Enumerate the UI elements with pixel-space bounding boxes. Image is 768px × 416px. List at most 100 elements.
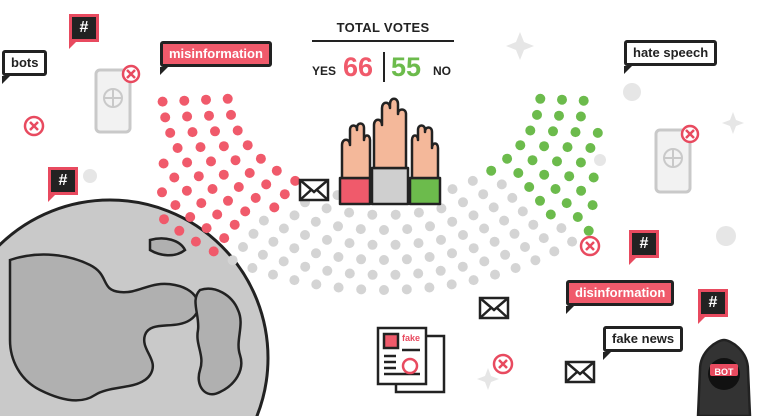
seat-dot — [212, 209, 223, 220]
seat-dot — [515, 140, 526, 151]
seat-dot — [413, 207, 424, 218]
seat-dot — [517, 206, 528, 217]
seat-dot — [271, 165, 282, 176]
seat-dot — [532, 109, 542, 120]
seat-dot — [478, 189, 489, 200]
seat-dot — [157, 187, 167, 198]
seat-dot — [206, 156, 216, 167]
seat-dot — [367, 239, 378, 250]
seat-dot — [488, 202, 499, 213]
seat-dot — [310, 216, 321, 227]
seat-dot — [257, 249, 268, 260]
seat-dot — [530, 255, 541, 266]
seat-dot — [258, 215, 269, 226]
close-icon — [23, 115, 45, 137]
seat-dot — [250, 192, 261, 203]
seat-dot — [210, 126, 220, 137]
total-votes-title: TOTAL VOTES — [336, 20, 430, 35]
seat-dot — [355, 224, 366, 235]
seat-dot — [435, 265, 446, 276]
seat-dot — [190, 236, 201, 247]
seat-dot — [278, 256, 289, 267]
seat-dot — [311, 279, 322, 290]
hooded-bot-icon — [696, 338, 752, 416]
seat-dot — [255, 153, 266, 164]
seat-dot — [230, 155, 241, 166]
seat-dot — [525, 125, 536, 136]
seat-dot — [390, 209, 401, 220]
seat-dot — [172, 143, 183, 153]
seat-dot — [311, 248, 321, 259]
seat-dot — [289, 243, 300, 254]
seat-dot — [479, 223, 490, 234]
seat-dot — [588, 172, 599, 183]
seat-dot — [268, 269, 278, 280]
seat-dot — [158, 158, 169, 169]
seat-dot — [170, 200, 181, 211]
seat-dot — [578, 95, 589, 106]
seat-dot — [457, 261, 468, 272]
seat-dot — [447, 184, 458, 195]
seat-dot — [520, 242, 530, 252]
seat-dot — [344, 238, 355, 249]
seat-dot — [208, 246, 219, 257]
seat-dot — [413, 268, 424, 279]
seat-dot — [545, 209, 556, 220]
seat-dot — [242, 140, 253, 151]
parliament-seats — [157, 93, 603, 295]
seat-dot — [218, 169, 229, 180]
seat-dot — [240, 206, 251, 217]
seat-dot — [458, 230, 468, 240]
seat-dot — [528, 219, 539, 230]
seat-dot — [182, 157, 193, 168]
seat-dot — [227, 255, 238, 266]
seat-dot — [402, 224, 413, 235]
bots-tag: bots — [2, 50, 48, 84]
seat-dot — [550, 184, 561, 194]
seat-dot — [229, 219, 240, 230]
seat-dot — [233, 182, 244, 192]
seat-dot — [322, 234, 332, 245]
seat-dot — [510, 263, 521, 273]
seat-dot — [401, 284, 412, 295]
seat-dot — [321, 203, 332, 214]
fake-newspaper-icon — [376, 326, 446, 394]
seat-dot — [425, 221, 435, 232]
seat-dot — [447, 248, 457, 259]
seat-dot — [204, 110, 214, 121]
fake-news-tag: fake news — [603, 326, 684, 360]
seat-dot — [367, 209, 378, 220]
seat-dot — [193, 171, 204, 182]
seat-dot — [187, 127, 198, 138]
seat-dot — [567, 236, 578, 247]
seat-dot — [527, 155, 538, 166]
seat-dot — [300, 230, 310, 240]
seat-dot — [238, 242, 248, 252]
seat-dot — [290, 175, 301, 186]
seat-dot — [524, 182, 535, 192]
seat-dot — [587, 200, 598, 211]
seat-dot — [556, 223, 567, 234]
seat-dot — [468, 243, 479, 254]
seat-dot — [592, 127, 603, 138]
seat-dot — [552, 156, 562, 167]
seat-dot — [401, 254, 412, 265]
seat-dot — [486, 165, 497, 176]
seat-dot — [436, 234, 446, 245]
seat-dot — [356, 284, 367, 295]
seat-dot — [182, 111, 193, 122]
seat-dot — [436, 203, 447, 214]
seat-dot — [539, 141, 550, 152]
seat-dot — [489, 236, 500, 247]
yes-label: YES — [312, 64, 337, 78]
seat-dot — [226, 109, 236, 120]
envelope-icon — [478, 296, 510, 320]
seat-dot — [174, 225, 185, 236]
seat-dot — [207, 184, 218, 194]
seat-dot — [367, 269, 378, 280]
seat-dot — [561, 198, 572, 209]
seat-dot — [458, 197, 468, 208]
close-icon — [492, 353, 514, 375]
seat-dot — [468, 210, 479, 221]
seat-dot — [513, 168, 524, 178]
